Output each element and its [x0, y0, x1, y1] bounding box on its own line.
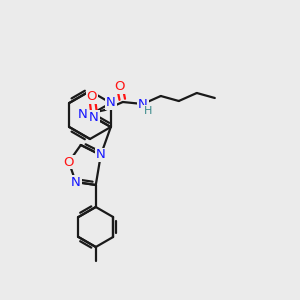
Text: N: N — [71, 176, 81, 188]
Text: O: O — [87, 90, 97, 103]
Text: N: N — [96, 148, 106, 161]
Text: N: N — [89, 111, 99, 124]
Text: N: N — [78, 109, 88, 122]
Text: O: O — [115, 80, 125, 94]
Text: N: N — [138, 98, 148, 110]
Text: N: N — [106, 97, 116, 110]
Text: H: H — [144, 106, 152, 116]
Text: O: O — [64, 155, 74, 169]
